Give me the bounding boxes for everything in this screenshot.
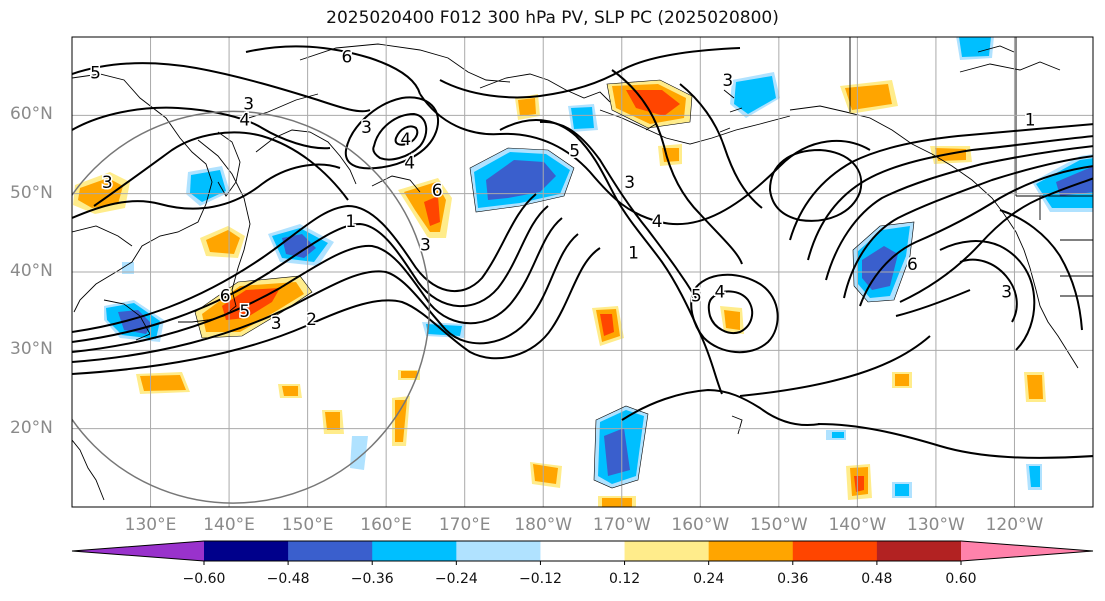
colorbar-swatch — [792, 541, 878, 561]
contour-label: 1 — [345, 212, 356, 232]
colorbar-tick-label: −0.48 — [266, 571, 310, 587]
contour-label: 3 — [722, 71, 733, 91]
colorbar-tick-label: −0.60 — [182, 571, 226, 587]
colorbar-tick-label: 0.60 — [945, 571, 977, 587]
contour-label: 3 — [420, 236, 431, 256]
contour-label: 2 — [306, 310, 317, 330]
lon-tick-label: 170°E — [438, 515, 491, 535]
contour-label: 4 — [239, 110, 250, 130]
contour-label: 5 — [569, 142, 580, 162]
map-title: 2025020400 F012 300 hPa PV, SLP PC (2025… — [326, 8, 779, 28]
gray-circle-outline — [72, 110, 431, 504]
colorbar-swatch — [624, 541, 710, 561]
contour-label: 5 — [90, 63, 101, 83]
lon-tick-label: 180°W — [514, 515, 573, 535]
contour-label: 3 — [271, 314, 282, 334]
contour-label: 5 — [239, 302, 250, 322]
contour-label: 6 — [907, 255, 918, 275]
pv-anomaly-outlines — [194, 79, 915, 489]
colorbar-tick-label: 0.48 — [861, 571, 893, 587]
colorbar-extend-low — [72, 541, 204, 561]
lon-tick-label: 160°W — [671, 515, 730, 535]
colorbar-swatch — [288, 541, 373, 561]
contour-label: 4 — [715, 283, 726, 303]
lon-tick-label: 160°E — [360, 515, 412, 535]
contour-label: 4 — [400, 130, 411, 150]
lat-tick-label: 30°N — [10, 339, 53, 360]
colorbar-tick-label: −0.24 — [434, 571, 478, 587]
colorbar-tick-label: 0.36 — [777, 571, 809, 587]
contour-label: 5 — [691, 287, 702, 307]
colorbar-extend-high — [961, 541, 1093, 561]
contour-label: 3 — [1001, 283, 1012, 303]
colorbar-tick-label: 0.12 — [608, 571, 641, 587]
colorbar — [71, 540, 1094, 565]
lon-tick-label: 150°E — [281, 515, 334, 535]
contour-label: 3 — [102, 173, 113, 193]
contour-label: 6 — [432, 181, 443, 201]
colorbar-swatch — [876, 541, 962, 561]
colorbar-swatch — [204, 541, 289, 561]
contour-label: 4 — [404, 153, 415, 173]
contour-label: 3 — [243, 95, 254, 115]
contour-label: 6 — [220, 287, 231, 307]
lat-tick-label: 40°N — [10, 261, 53, 281]
lon-tick-label: 120°W — [985, 515, 1044, 535]
lon-tick-label: 130°W — [907, 515, 965, 535]
contour-label: 1 — [1025, 110, 1036, 130]
lon-tick-label: 130°E — [124, 515, 177, 535]
coastlines — [72, 37, 1093, 501]
colorbar-swatch — [540, 541, 626, 561]
pv-negative-anomalies — [104, 37, 1093, 498]
colorbar-tick-label: 0.24 — [693, 571, 725, 587]
colorbar-swatch — [708, 541, 794, 561]
lon-tick-label: 140°E — [203, 515, 255, 535]
colorbar-tick-label: −0.12 — [518, 571, 562, 587]
lat-tick-label: 20°N — [10, 417, 53, 438]
colorbar-tick-label: −0.36 — [350, 571, 394, 587]
contour-label: 3 — [624, 173, 635, 193]
lon-tick-label: 150°W — [749, 515, 808, 535]
colorbar-swatch — [372, 541, 457, 561]
pv-contours — [72, 45, 1093, 459]
contour-label: 6 — [341, 48, 352, 68]
lat-tick-label: 60°N — [10, 104, 53, 125]
lon-tick-label: 170°W — [592, 515, 651, 535]
map-frame — [71, 36, 1094, 508]
pv-positive-anomalies — [73, 80, 1046, 507]
contour-label: 1 — [628, 243, 639, 263]
contour-label: 4 — [652, 212, 663, 232]
contour-label: 3 — [361, 118, 372, 138]
lon-tick-label: 140°W — [828, 515, 887, 535]
lat-tick-label: 50°N — [10, 182, 53, 203]
colorbar-swatch — [456, 541, 541, 561]
